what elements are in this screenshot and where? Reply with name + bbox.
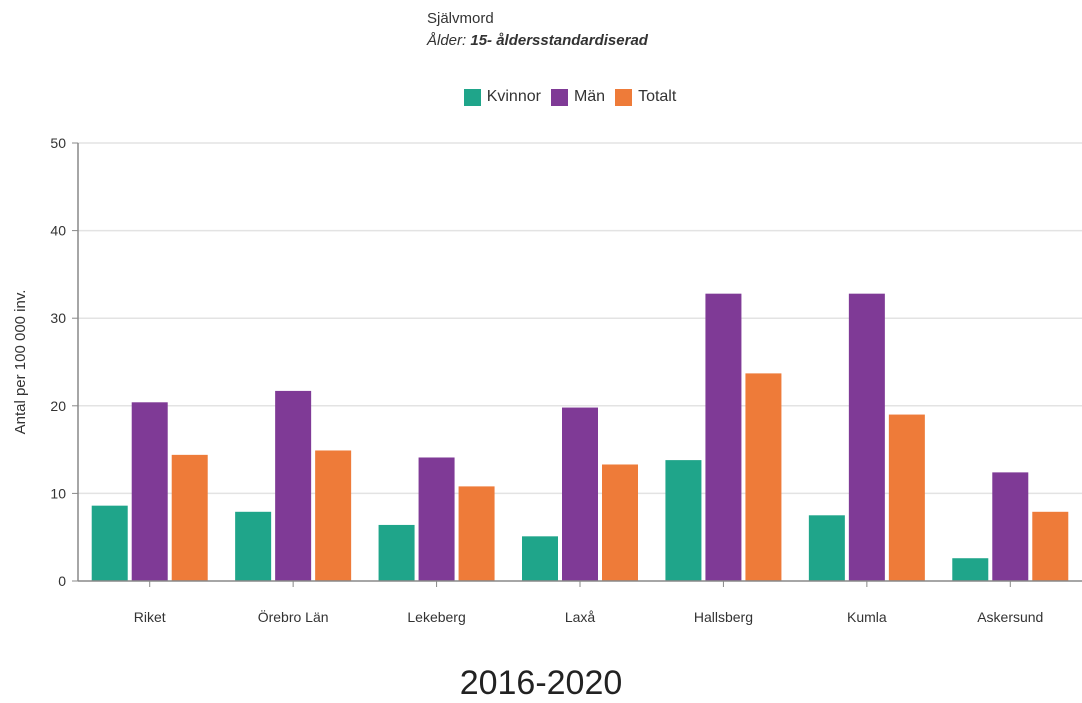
bar: [1032, 511, 1069, 581]
chart-title-block: Självmord Ålder: 15- åldersstandardisera…: [427, 8, 648, 52]
y-tick-label: 20: [50, 398, 66, 414]
bar-chart: 0 10 20 30 40 50 Antal per 100 000 inv. Riket Ör…: [12, 135, 1082, 625]
legend-label: Totalt: [638, 88, 677, 105]
y-tick-label: 0: [58, 573, 66, 589]
legend-swatch: [615, 88, 633, 106]
bar: [418, 457, 455, 581]
legend-item[interactable]: Totalt: [615, 88, 676, 106]
bar: [91, 505, 128, 581]
legend-item[interactable]: Män: [550, 88, 606, 106]
legend-swatch: [550, 88, 568, 106]
y-axis-label: Antal per 100 000 inv.: [12, 290, 29, 435]
bar: [458, 486, 495, 581]
bar: [745, 373, 782, 581]
x-tick-label: Örebro Län: [258, 608, 329, 625]
subtitle-prefix: Ålder:: [427, 32, 467, 49]
x-tick-label: Hallsberg: [694, 609, 753, 625]
bar: [562, 407, 598, 581]
bar: [848, 293, 885, 581]
bar: [522, 536, 558, 581]
period-label: 2016-2020: [459, 664, 623, 702]
bar: [378, 524, 415, 581]
bar: [888, 414, 925, 581]
chart-title: Självmord: [427, 10, 494, 27]
bar: [275, 390, 312, 581]
legend-label: Män: [573, 88, 606, 105]
bar: [602, 464, 638, 581]
bar: [808, 515, 845, 581]
x-tick-label: Laxå: [565, 609, 596, 625]
legend-label: Kvinnor: [486, 88, 541, 105]
chart-legend: Kvinnor Män Totalt: [0, 88, 1082, 106]
x-tick-label: Kumla: [847, 609, 887, 625]
y-tick-label: 10: [50, 485, 66, 501]
x-tick-label: Lekeberg: [407, 609, 465, 625]
bar: [952, 558, 989, 581]
x-tick-label: Riket: [134, 609, 166, 625]
chart-subtitle: Ålder: 15- åldersstandardiserad: [427, 30, 648, 52]
bar: [665, 460, 702, 581]
legend-swatch: [463, 88, 481, 106]
y-tick-label: 30: [50, 310, 66, 326]
bar: [992, 472, 1029, 581]
bar: [131, 402, 168, 581]
subtitle-value: 15- åldersstandardiserad: [470, 32, 648, 49]
legend-item[interactable]: Kvinnor: [406, 88, 541, 106]
bar: [315, 450, 352, 581]
bar: [235, 511, 272, 581]
y-tick-label: 40: [50, 223, 66, 239]
y-tick-label: 50: [50, 135, 66, 151]
bar: [705, 293, 742, 581]
x-tick-label: Askersund: [977, 609, 1043, 625]
bar: [171, 454, 208, 581]
